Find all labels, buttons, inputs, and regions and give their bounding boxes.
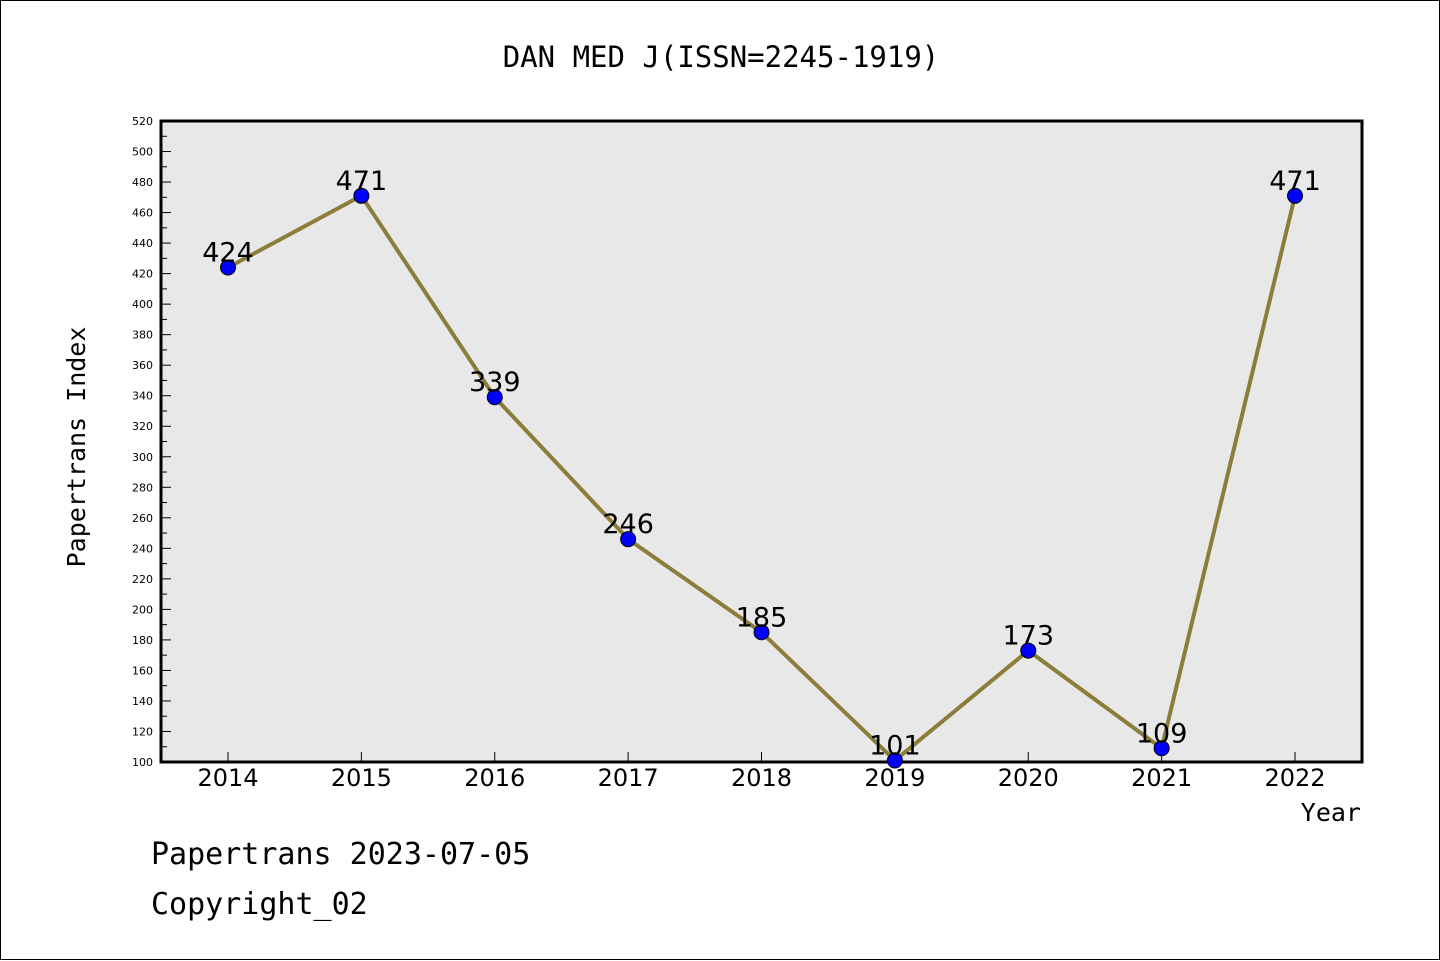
x-axis-ticks: 2014 2015 2016 2017 2018 2019 2020 2021 2022 [197, 752, 1326, 792]
data-point-label: 471 [336, 166, 388, 197]
x-tick-label: 2018 [731, 764, 792, 792]
y-tick-label: 320 [132, 420, 153, 433]
x-tick-label: 2014 [197, 764, 258, 792]
y-tick-label: 380 [132, 329, 153, 342]
data-point-marker [1153, 740, 1170, 757]
x-tick-label: 2022 [1264, 764, 1325, 792]
x-axis-label: Year [1301, 798, 1361, 827]
x-tick-label: 2015 [331, 764, 392, 792]
y-tick-label: 520 [132, 115, 153, 128]
y-tick-label: 300 [132, 451, 153, 464]
y-tick-label: 100 [132, 756, 153, 769]
y-tick-label: 180 [132, 634, 153, 647]
y-axis-label: Papertrans Index [62, 327, 91, 568]
data-labels: 424 471 339 246 185 101 173 109 471 [202, 166, 1321, 762]
y-tick-label: 460 [132, 207, 153, 220]
data-point-marker [753, 624, 770, 641]
x-tick-label: 2021 [1131, 764, 1192, 792]
y-tick-label: 480 [132, 176, 153, 189]
y-tick-label: 220 [132, 573, 153, 586]
y-tick-label: 140 [132, 695, 153, 708]
data-point-label: 424 [202, 238, 254, 269]
data-point-marker [886, 752, 903, 769]
y-tick-label: 340 [132, 390, 153, 403]
data-point-label: 246 [602, 509, 654, 540]
y-tick-label: 240 [132, 542, 153, 555]
data-point-marker [486, 389, 503, 406]
y-tick-label: 200 [132, 603, 153, 616]
y-tick-label: 440 [132, 237, 153, 250]
y-axis-ticks: 100 120 140 160 180 200 220 240 260 280 300 320 340 3… [132, 115, 171, 769]
footer-copyright-text: Copyright_02 [151, 887, 368, 922]
y-tick-label: 280 [132, 481, 153, 494]
plot-area [159, 119, 1364, 764]
data-point-marker [1287, 187, 1303, 204]
data-point-marker [620, 531, 637, 548]
data-point-marker [353, 187, 370, 204]
y-tick-label: 160 [132, 664, 153, 677]
data-point-marker [1020, 642, 1037, 659]
data-point-label: 101 [869, 730, 921, 761]
y-tick-label: 120 [132, 725, 153, 738]
y-tick-label: 260 [132, 512, 153, 525]
y-tick-label: 400 [132, 298, 153, 311]
y-tick-label: 360 [132, 359, 153, 372]
x-tick-label: 2017 [598, 764, 659, 792]
chart-title: DAN MED J(ISSN=2245-1919) [503, 40, 940, 74]
x-tick-label: 2019 [864, 764, 925, 792]
data-point-label: 185 [736, 602, 788, 633]
y-tick-label: 420 [132, 268, 153, 281]
y-tick-label: 500 [132, 146, 153, 159]
data-point-marker [220, 259, 236, 276]
footer-date-text: Papertrans 2023-07-05 [151, 837, 531, 872]
x-tick-label: 2016 [464, 764, 525, 792]
series-markers [220, 187, 1303, 769]
data-point-label: 471 [1269, 166, 1321, 197]
data-point-label: 109 [1136, 718, 1188, 749]
x-tick-label: 2020 [998, 764, 1059, 792]
data-point-label: 339 [469, 367, 521, 398]
data-point-label: 173 [1002, 621, 1054, 652]
